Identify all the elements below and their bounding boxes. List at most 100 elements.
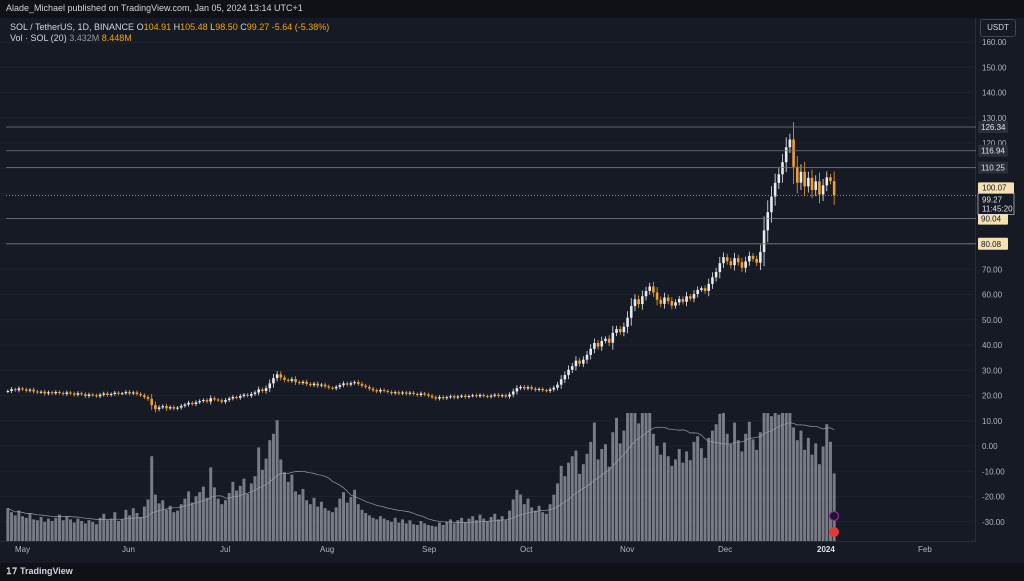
volume-bar xyxy=(124,509,128,541)
volume-bar xyxy=(729,444,733,541)
volume-bar xyxy=(581,464,585,541)
volume-bar xyxy=(434,526,438,541)
candle-body xyxy=(545,390,548,392)
symbol-title[interactable]: SOL / TetherUS, 1D, BINANCE xyxy=(10,22,135,32)
volume-bar xyxy=(238,485,242,541)
candle-body xyxy=(342,383,345,386)
candle-body xyxy=(408,392,412,394)
volume-bar xyxy=(437,522,441,541)
candle-body xyxy=(456,396,460,398)
volume-bar xyxy=(773,413,777,541)
volume-bar xyxy=(24,517,28,541)
volume-bar xyxy=(574,450,578,541)
volume-bar xyxy=(76,518,80,541)
volume-bar xyxy=(227,493,231,541)
candle-body xyxy=(124,391,128,394)
candle-body xyxy=(570,366,574,370)
candle-body xyxy=(6,390,10,392)
low-value: 98.50 xyxy=(215,22,238,32)
time-axis-label: Dec xyxy=(718,545,732,554)
volume-bar xyxy=(253,476,257,541)
price-axis-label: 70.00 xyxy=(982,265,1003,274)
volume-bar xyxy=(688,460,692,541)
volume-bar xyxy=(131,508,135,541)
candle-body xyxy=(404,392,408,394)
candle-body xyxy=(32,389,35,392)
candle-body xyxy=(567,369,570,376)
candle-body xyxy=(508,394,511,397)
volume-bar xyxy=(275,420,279,541)
volume-bar xyxy=(61,520,65,541)
candle-body xyxy=(582,359,585,364)
volume-bar xyxy=(220,504,224,541)
volume-bar xyxy=(699,448,703,541)
volume-bar xyxy=(375,519,379,541)
candle-body xyxy=(522,386,526,389)
volume-bar xyxy=(615,417,618,541)
candle-body xyxy=(666,297,670,302)
candle-body xyxy=(360,383,364,386)
volume-bar xyxy=(397,522,401,541)
candle-body xyxy=(397,392,401,394)
candle-body xyxy=(718,263,722,273)
candle-body xyxy=(235,397,238,399)
candle-body xyxy=(821,185,825,195)
volume-bar xyxy=(460,517,464,541)
candle-body xyxy=(707,283,711,291)
volume-bar xyxy=(109,518,113,541)
price-axis-label: 20.00 xyxy=(982,392,1003,401)
volume-bar xyxy=(264,458,268,541)
volume-bar xyxy=(242,478,246,541)
volume-bar xyxy=(179,504,183,541)
candle-body xyxy=(43,391,47,394)
candle-body xyxy=(264,388,268,391)
candle-body xyxy=(128,391,131,394)
volume-bar xyxy=(600,449,604,541)
volume-bar xyxy=(496,519,500,541)
candle-body xyxy=(423,393,426,395)
volume-bar xyxy=(474,520,478,541)
volume-bar xyxy=(415,525,419,541)
candle-body xyxy=(261,389,264,391)
currency-button[interactable]: USDT xyxy=(980,19,1016,37)
candle-body xyxy=(224,400,227,402)
price-axis-label: 50.00 xyxy=(982,316,1003,325)
time-axis-label: Feb xyxy=(918,545,932,554)
candle-body xyxy=(773,182,777,197)
volume-bar xyxy=(806,437,810,541)
candle-body xyxy=(272,378,275,384)
candle-body xyxy=(714,272,718,278)
volume-bar xyxy=(297,494,301,541)
countdown-label: 11:45:20 xyxy=(982,204,1013,213)
us-flag-icon xyxy=(829,527,839,537)
candle-body xyxy=(250,393,253,396)
candle-body xyxy=(541,388,545,391)
volume-label[interactable]: Vol · SOL (20) xyxy=(10,33,67,43)
tradingview-logo[interactable]: 𝟣𝟩 TradingView xyxy=(6,566,73,577)
candle-body xyxy=(478,394,482,397)
volume-bar xyxy=(290,474,294,541)
candle-body xyxy=(176,407,179,409)
volume-bar xyxy=(825,424,829,541)
volume-bar xyxy=(39,517,43,541)
last-price-label: 99.27 xyxy=(982,195,1003,204)
volume-bar xyxy=(80,521,84,541)
volume-bar xyxy=(662,442,666,541)
candle-body xyxy=(467,396,471,398)
candle-body xyxy=(548,389,552,391)
candle-body xyxy=(530,387,533,389)
candle-body xyxy=(91,394,94,396)
volume-bar xyxy=(353,489,357,541)
candle-body xyxy=(275,374,279,379)
candle-body xyxy=(648,286,652,291)
candle-body xyxy=(578,360,581,364)
candle-body xyxy=(349,383,353,385)
volume-bar xyxy=(633,413,637,541)
volume-bar xyxy=(216,498,220,541)
candle-body xyxy=(629,306,633,318)
volume-bar xyxy=(371,517,375,541)
candle-body xyxy=(386,390,390,392)
level-label: 110.25 xyxy=(981,164,1005,173)
volume-bar xyxy=(736,440,740,541)
